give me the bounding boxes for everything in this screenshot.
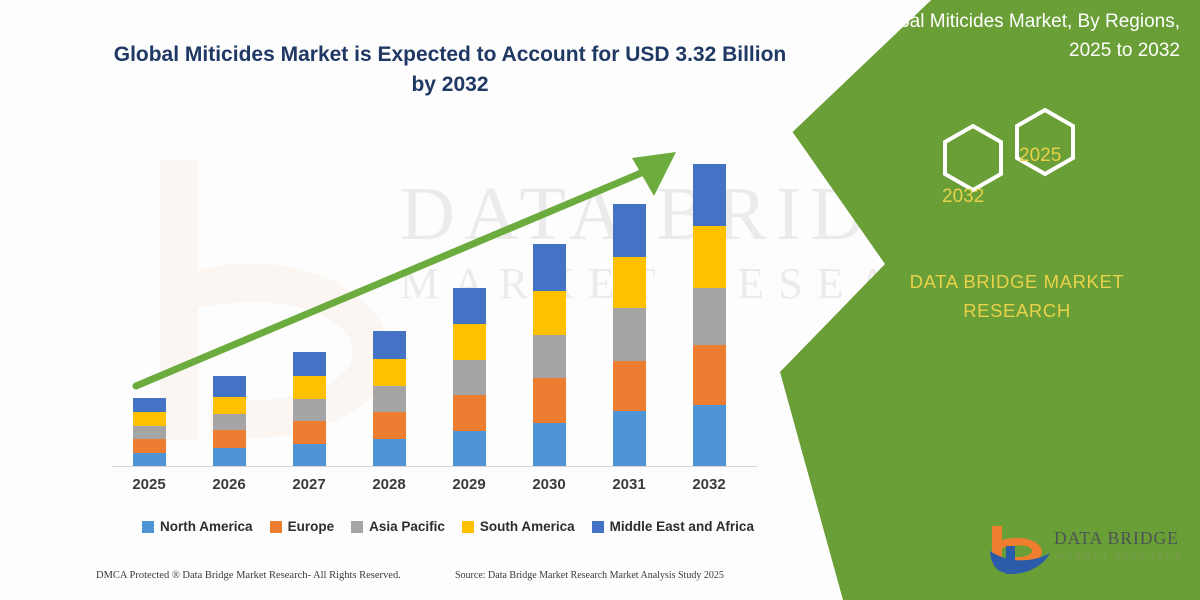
bar-segment-europe[interactable] — [133, 439, 166, 453]
brand-panel — [780, 0, 1200, 600]
bar-segment-middle-east-and-africa[interactable] — [133, 398, 166, 412]
logo-tagline: MARKET RESEARCH — [1056, 552, 1185, 561]
bar-segment-europe[interactable] — [533, 378, 566, 423]
company-logo[interactable]: DATA BRIDGE MARKET RESEARCH — [980, 520, 1195, 582]
bar-segment-south-america[interactable] — [693, 226, 726, 288]
brand-panel-name: DATA BRIDGE MARKET RESEARCH — [909, 271, 1125, 321]
bar-segment-asia-pacific[interactable] — [533, 335, 566, 378]
legend-swatch-icon — [591, 520, 604, 533]
x-axis-line — [112, 466, 757, 467]
x-tick-2032: 2032 — [692, 476, 726, 493]
bar-2025[interactable] — [133, 398, 166, 466]
footer: DMCA Protected ® Data Bridge Market Rese… — [0, 570, 830, 594]
bar-segment-north-america[interactable] — [293, 444, 326, 466]
bar-segment-middle-east-and-africa[interactable] — [213, 376, 246, 397]
dmca-notice: DMCA Protected ® Data Bridge Market Rese… — [96, 570, 401, 581]
bar-2027[interactable] — [293, 352, 326, 466]
legend-label: North America — [160, 519, 253, 534]
bar-2029[interactable] — [453, 288, 486, 466]
bar-segment-asia-pacific[interactable] — [613, 308, 646, 361]
x-tick-2025: 2025 — [132, 476, 166, 493]
chart-title: Global Miticides Market is Expected to A… — [113, 43, 787, 97]
legend-item-europe[interactable]: Europe — [269, 519, 335, 534]
bar-segment-europe[interactable] — [453, 395, 486, 431]
bar-segment-asia-pacific[interactable] — [213, 414, 246, 430]
bar-2031[interactable] — [613, 204, 646, 466]
x-tick-2029: 2029 — [452, 476, 486, 493]
legend-swatch-icon — [461, 520, 474, 533]
legend-label: Asia Pacific — [369, 519, 445, 534]
logo-mark-icon — [984, 524, 1056, 578]
bar-segment-north-america[interactable] — [533, 423, 566, 466]
legend-swatch-icon — [142, 520, 155, 533]
legend-item-asia-pacific[interactable]: Asia Pacific — [351, 519, 445, 534]
bar-segment-asia-pacific[interactable] — [693, 288, 726, 345]
bar-segment-middle-east-and-africa[interactable] — [453, 288, 486, 324]
legend-item-south-america[interactable]: South America — [461, 519, 575, 534]
bar-segment-north-america[interactable] — [693, 405, 726, 466]
bar-segment-north-america[interactable] — [133, 453, 166, 466]
x-tick-2030: 2030 — [532, 476, 566, 493]
bar-2028[interactable] — [373, 331, 406, 466]
bar-segment-europe[interactable] — [213, 430, 246, 448]
hexagon-year-2032: 2032 — [942, 186, 985, 207]
x-tick-2028: 2028 — [372, 476, 406, 493]
brand-panel-title: Global Miticides Market, By Regions, 202… — [869, 11, 1180, 61]
bar-segment-north-america[interactable] — [373, 439, 406, 466]
bar-segment-asia-pacific[interactable] — [373, 386, 406, 412]
bar-segment-middle-east-and-africa[interactable] — [293, 352, 326, 376]
legend-swatch-icon — [269, 520, 282, 533]
source-note: Source: Data Bridge Market Research Mark… — [455, 570, 724, 581]
bar-segment-south-america[interactable] — [613, 257, 646, 308]
bar-segment-south-america[interactable] — [213, 397, 246, 414]
legend-label: Middle East and Africa — [609, 519, 754, 534]
bar-segment-south-america[interactable] — [373, 359, 406, 386]
bar-segment-asia-pacific[interactable] — [133, 426, 166, 439]
bar-segment-asia-pacific[interactable] — [453, 360, 486, 395]
bar-segment-middle-east-and-africa[interactable] — [533, 244, 566, 291]
legend-swatch-icon — [351, 520, 364, 533]
bar-segment-europe[interactable] — [293, 421, 326, 444]
x-tick-2026: 2026 — [212, 476, 246, 493]
hexagon-group: 2032 2025 — [905, 108, 1115, 218]
bar-segment-north-america[interactable] — [613, 411, 646, 466]
bar-segment-north-america[interactable] — [213, 448, 246, 466]
chart-panel: Global Miticides Market is Expected to A… — [0, 43, 830, 594]
x-tick-2027: 2027 — [292, 476, 326, 493]
bar-segment-south-america[interactable] — [133, 412, 166, 426]
bar-segment-middle-east-and-africa[interactable] — [613, 204, 646, 257]
bar-segment-south-america[interactable] — [453, 324, 486, 360]
logo-name: DATA BRIDGE — [1054, 528, 1179, 548]
hexagon-year-2025: 2025 — [1019, 145, 1062, 166]
bar-2026[interactable] — [213, 376, 246, 466]
legend-item-middle-east-and-africa[interactable]: Middle East and Africa — [591, 519, 754, 534]
bar-segment-middle-east-and-africa[interactable] — [373, 331, 406, 359]
legend-label: Europe — [287, 519, 335, 534]
bar-segment-south-america[interactable] — [293, 376, 326, 399]
legend-item-north-america[interactable]: North America — [142, 519, 253, 534]
bar-segment-north-america[interactable] — [453, 431, 486, 466]
bar-segment-middle-east-and-africa[interactable] — [693, 164, 726, 226]
bar-segment-europe[interactable] — [613, 361, 646, 411]
bar-segment-asia-pacific[interactable] — [293, 399, 326, 421]
bar-2030[interactable] — [533, 244, 566, 466]
bar-2032[interactable] — [693, 164, 726, 466]
x-tick-2031: 2031 — [612, 476, 646, 493]
chart-legend: North America Europe Asia Pacific South … — [118, 519, 778, 534]
bar-segment-south-america[interactable] — [533, 291, 566, 335]
chart-plot-area: 2025 2026 2027 2028 2029 2030 2031 2032 — [112, 152, 757, 493]
legend-label: South America — [479, 519, 575, 534]
bar-segment-europe[interactable] — [373, 412, 406, 439]
bar-segment-europe[interactable] — [693, 345, 726, 405]
